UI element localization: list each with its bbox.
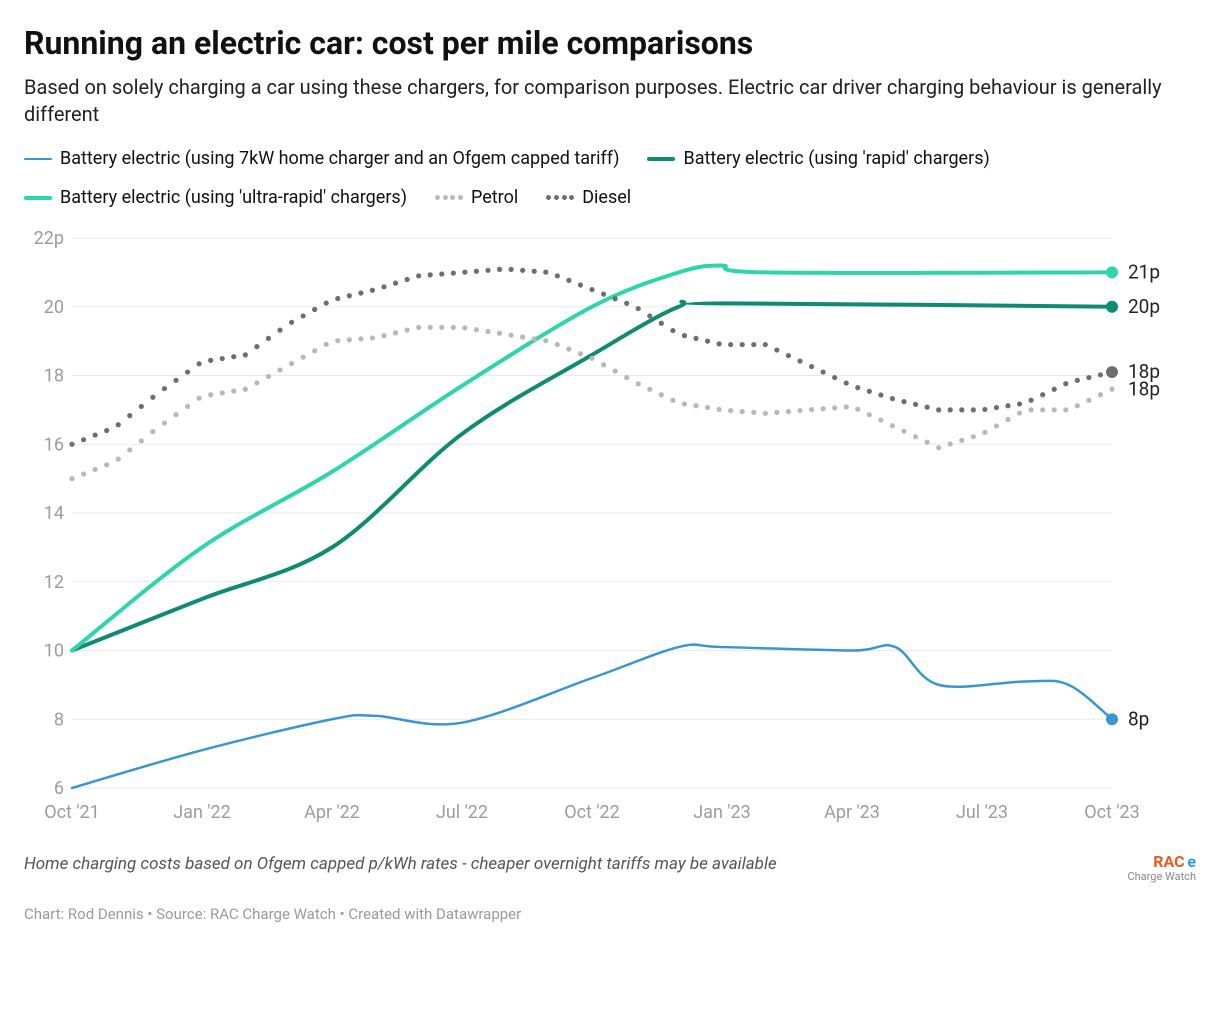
legend-item-petrol: Petrol	[435, 187, 518, 208]
brand-rac: RAC	[1153, 852, 1184, 871]
legend: Battery electric (using 7kW home charger…	[24, 148, 1196, 208]
svg-text:18p: 18p	[1128, 360, 1160, 383]
chart-area: 6 8 10 12 14 16 18 20 22p Oct '21 Jan '22 Apr '22 Ju…	[24, 218, 1196, 838]
footnote: Home charging costs based on Ofgem cappe…	[24, 854, 777, 874]
svg-text:14: 14	[44, 503, 64, 524]
brand-sub: Charge Watch	[1127, 871, 1196, 883]
svg-text:Oct '22: Oct '22	[564, 802, 620, 823]
svg-text:8: 8	[54, 710, 64, 731]
svg-text:Apr '22: Apr '22	[304, 802, 360, 823]
legend-swatch	[647, 157, 675, 161]
svg-text:20: 20	[44, 297, 64, 318]
legend-label: Battery electric (using 'rapid' chargers…	[683, 148, 989, 169]
svg-text:20p: 20p	[1128, 295, 1160, 318]
legend-swatch	[435, 196, 463, 200]
svg-text:12: 12	[44, 572, 64, 593]
legend-swatch	[24, 158, 52, 161]
svg-text:22p: 22p	[34, 228, 64, 249]
chart-credit: Chart: Rod Dennis • Source: RAC Charge W…	[24, 905, 1196, 923]
svg-text:Jan '22: Jan '22	[173, 802, 231, 823]
legend-label: Battery electric (using 7kW home charger…	[60, 148, 619, 169]
svg-text:6: 6	[54, 778, 64, 799]
svg-text:Apr '23: Apr '23	[824, 802, 880, 823]
brand-logo: RAC e Charge Watch	[1127, 853, 1196, 883]
brand-e: e	[1187, 852, 1196, 871]
svg-text:Oct '23: Oct '23	[1084, 802, 1140, 823]
legend-item-home: Battery electric (using 7kW home charger…	[24, 148, 619, 169]
svg-text:18: 18	[44, 366, 64, 387]
legend-swatch	[546, 196, 574, 200]
chart-subtitle: Based on solely charging a car using the…	[24, 74, 1196, 128]
svg-text:21p: 21p	[1128, 261, 1160, 284]
svg-text:16: 16	[44, 435, 64, 456]
svg-text:Jan '23: Jan '23	[693, 802, 751, 823]
svg-text:Jul '23: Jul '23	[956, 802, 1008, 823]
legend-label: Diesel	[582, 187, 631, 208]
legend-item-rapid: Battery electric (using 'rapid' chargers…	[647, 148, 989, 169]
legend-item-diesel: Diesel	[546, 187, 631, 208]
legend-item-ultra_rapid: Battery electric (using 'ultra-rapid' ch…	[24, 187, 407, 208]
svg-text:Oct '21: Oct '21	[44, 802, 100, 823]
chart-title: Running an electric car: cost per mile c…	[24, 24, 1196, 62]
legend-swatch	[24, 196, 52, 200]
svg-text:10: 10	[44, 641, 64, 662]
line-chart: 6 8 10 12 14 16 18 20 22p Oct '21 Jan '22 Apr '22 Ju…	[24, 218, 1196, 838]
svg-text:Jul '22: Jul '22	[436, 802, 488, 823]
legend-label: Petrol	[471, 187, 518, 208]
legend-label: Battery electric (using 'ultra-rapid' ch…	[60, 187, 407, 208]
svg-text:8p: 8p	[1128, 708, 1149, 731]
